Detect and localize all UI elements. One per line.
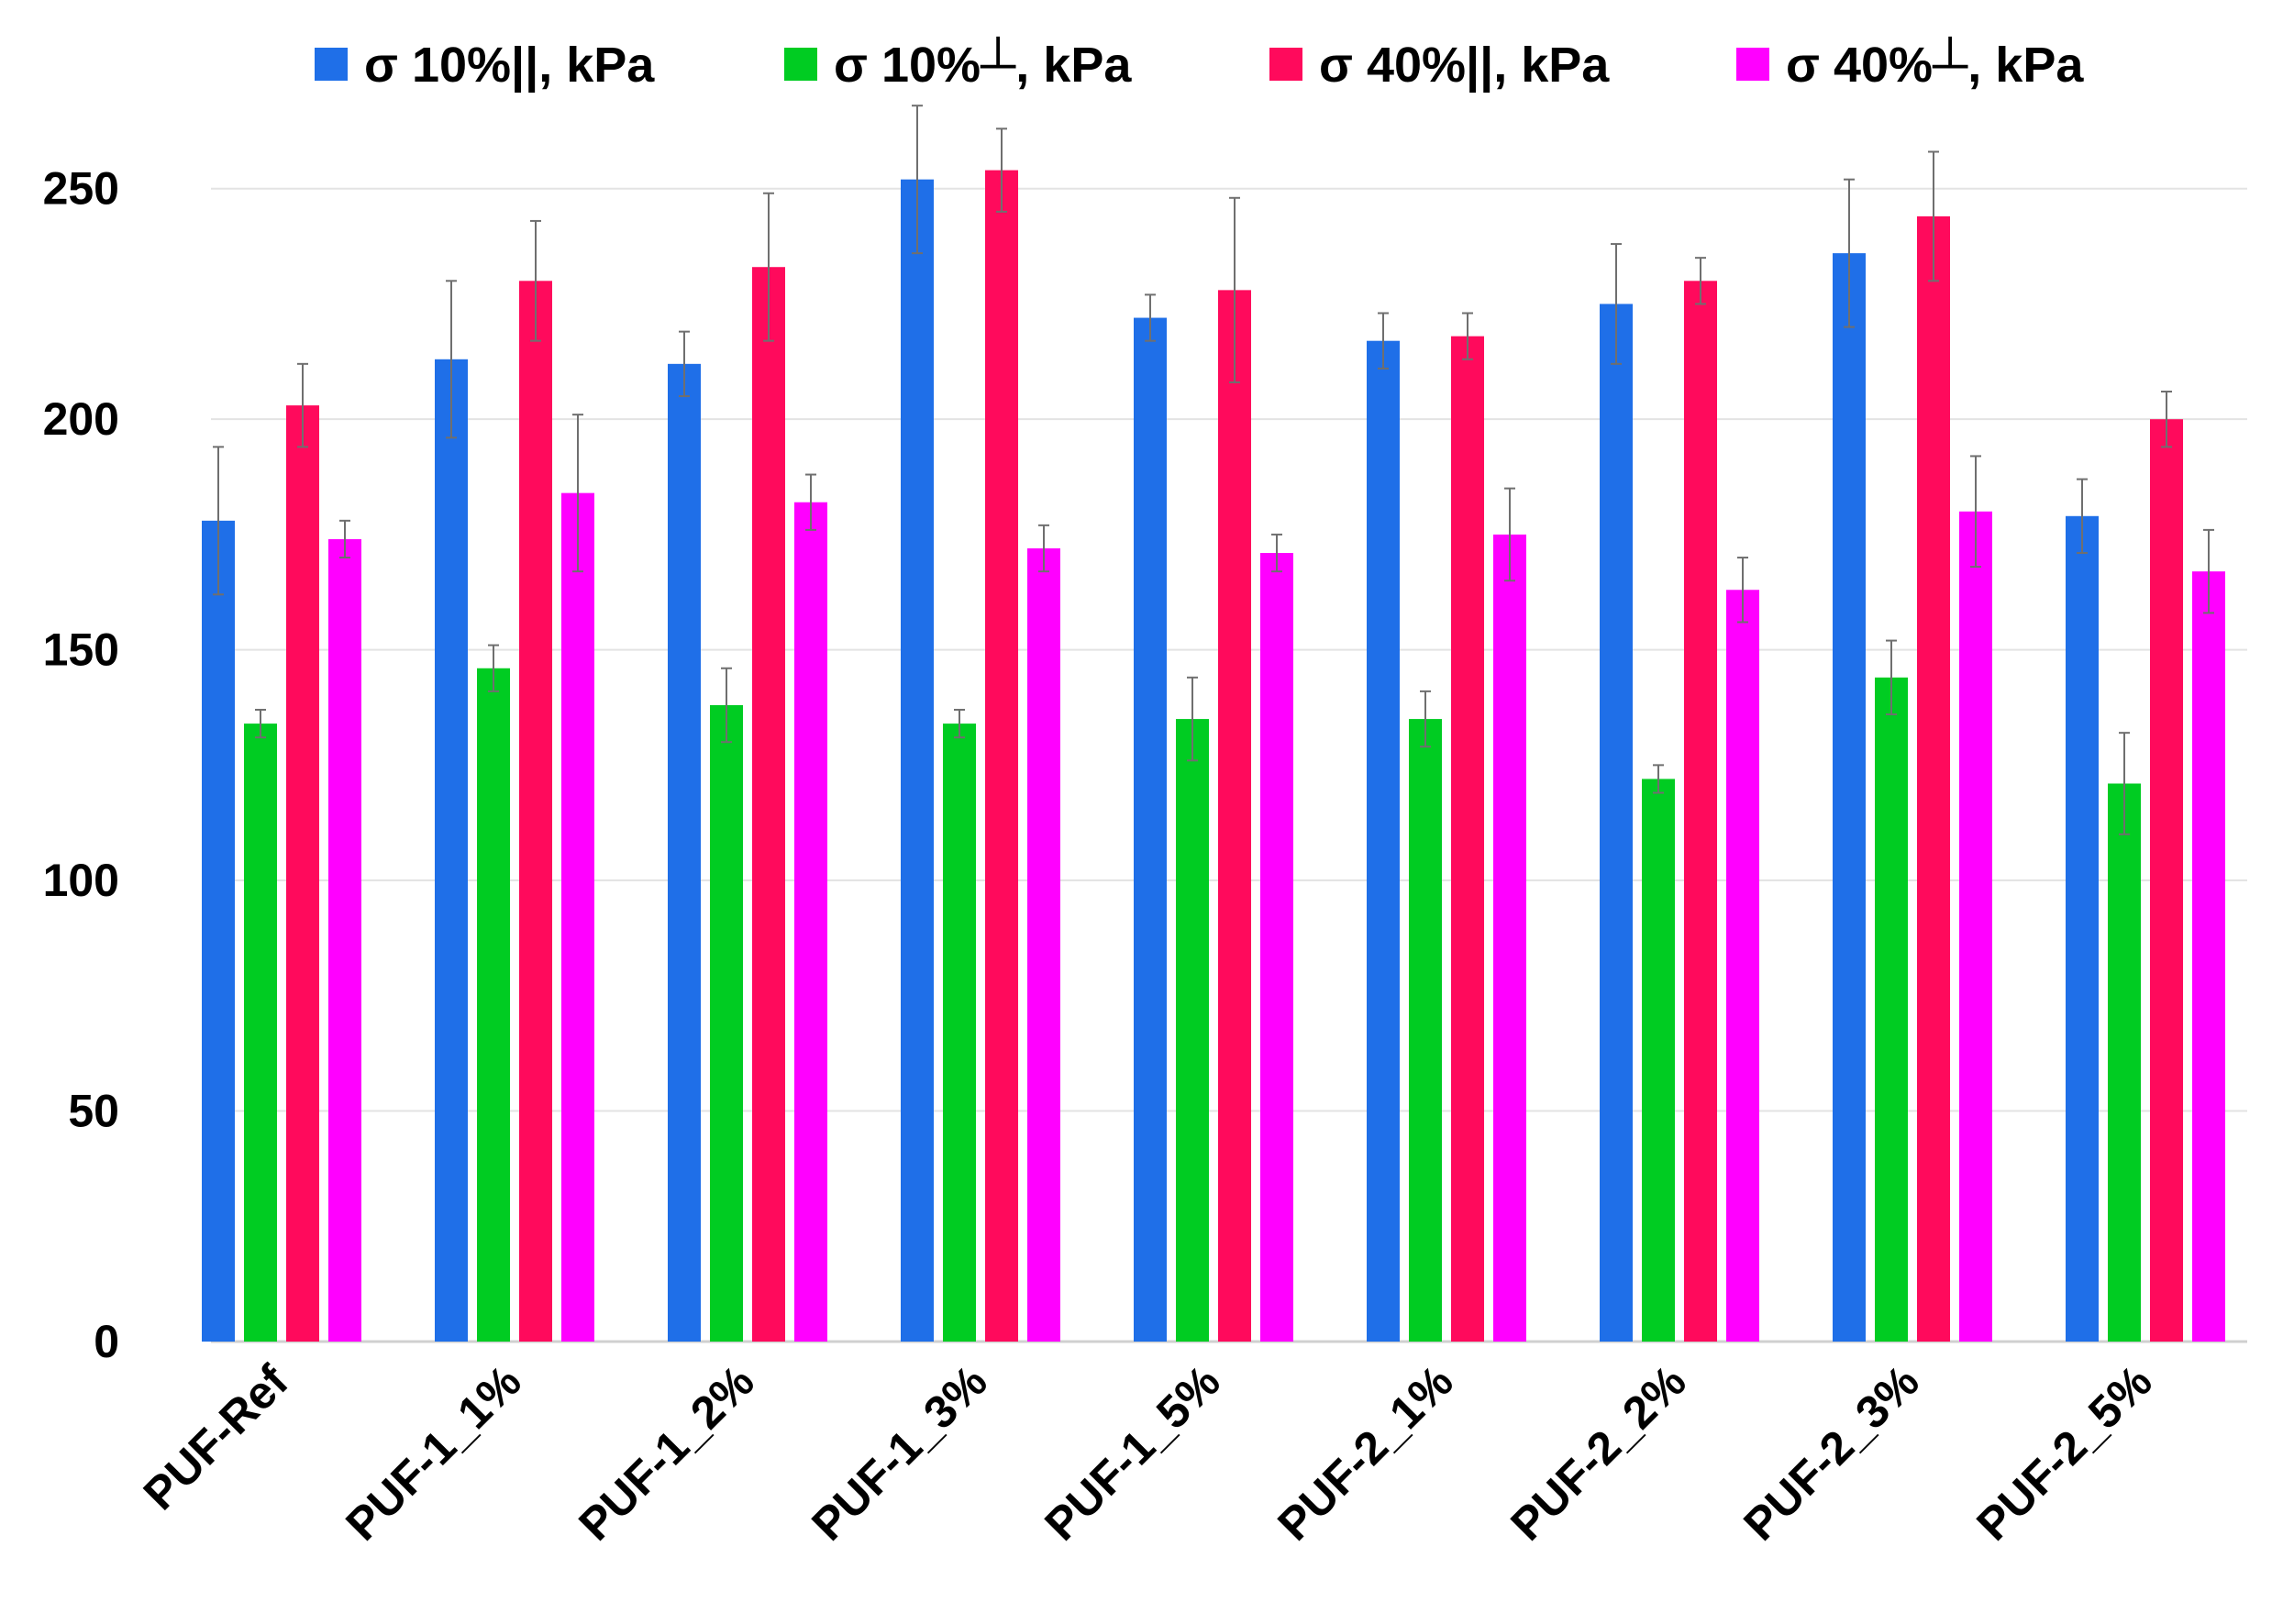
bar — [1833, 253, 1866, 1342]
bar — [668, 363, 701, 1342]
bar — [1917, 215, 1950, 1342]
bar — [477, 668, 510, 1342]
bar — [1600, 304, 1633, 1342]
y-tick-label: 150 — [43, 624, 119, 676]
legend-swatch — [1269, 48, 1302, 81]
bar — [710, 704, 743, 1342]
bars — [202, 170, 2225, 1342]
x-tick-label: PUF-1_3% — [802, 1355, 997, 1551]
y-tick-label: 50 — [68, 1086, 119, 1137]
legend-label: σ 40%┴, kPa — [1786, 37, 2084, 93]
y-tick-label: 0 — [94, 1316, 119, 1367]
x-tick-label: PUF-1_2% — [569, 1355, 764, 1551]
bar — [519, 281, 552, 1342]
bar — [1493, 534, 1526, 1342]
bar — [752, 267, 785, 1342]
bar — [1134, 317, 1167, 1342]
bar — [1642, 779, 1675, 1342]
y-axis: 0 50 100 150 200 250 — [43, 163, 119, 1367]
y-tick-label: 250 — [43, 163, 119, 215]
x-tick-label: PUF-1_5% — [1035, 1355, 1230, 1551]
bar — [2108, 783, 2141, 1342]
bar — [561, 492, 594, 1342]
bar — [1367, 340, 1400, 1342]
x-tick-label: PUF-Ref — [134, 1355, 298, 1519]
y-tick-label: 100 — [43, 855, 119, 906]
legend-swatch — [1736, 48, 1769, 81]
bar — [985, 170, 1018, 1342]
bar — [286, 405, 319, 1342]
x-tick-label: PUF-1_1% — [336, 1355, 531, 1551]
bar — [1684, 281, 1717, 1342]
y-tick-label: 200 — [43, 393, 119, 445]
bar — [794, 502, 827, 1342]
x-tick-label: PUF-2_5% — [1967, 1355, 2162, 1551]
legend-swatch — [784, 48, 817, 81]
legend: σ 10%||, kPa σ 10%┴, kPa σ 40%||, kPa σ 40%… — [315, 37, 2084, 94]
bar — [2192, 571, 2225, 1342]
legend-swatch — [315, 48, 348, 81]
x-tick-label: PUF-2_2% — [1501, 1355, 1696, 1551]
bar — [1176, 719, 1209, 1342]
bar — [1260, 553, 1293, 1342]
bar — [1726, 590, 1759, 1342]
legend-label: σ 40%||, kPa — [1319, 38, 1610, 94]
x-tick-label: PUF-2_3% — [1734, 1355, 1929, 1551]
error-bars — [213, 105, 2214, 835]
legend-label: σ 10%┴, kPa — [834, 37, 1132, 93]
bar — [1409, 719, 1442, 1342]
bar — [1451, 336, 1484, 1342]
bar — [901, 179, 934, 1342]
bar — [244, 724, 277, 1342]
bar — [1959, 511, 1992, 1342]
bar — [1027, 547, 1060, 1342]
bar — [328, 538, 361, 1342]
bar — [2066, 515, 2099, 1342]
bar — [435, 359, 468, 1342]
x-axis: PUF-Ref PUF-1_1% PUF-1_2% PUF-1_3% PUF-1_5% P… — [134, 1355, 2162, 1551]
bar — [1218, 290, 1251, 1342]
bar — [202, 520, 235, 1342]
x-tick-label: PUF-2_1% — [1268, 1355, 1463, 1551]
bar — [943, 724, 976, 1342]
bar — [2150, 419, 2183, 1342]
bar — [1875, 677, 1908, 1342]
legend-label: σ 10%||, kPa — [364, 38, 655, 94]
